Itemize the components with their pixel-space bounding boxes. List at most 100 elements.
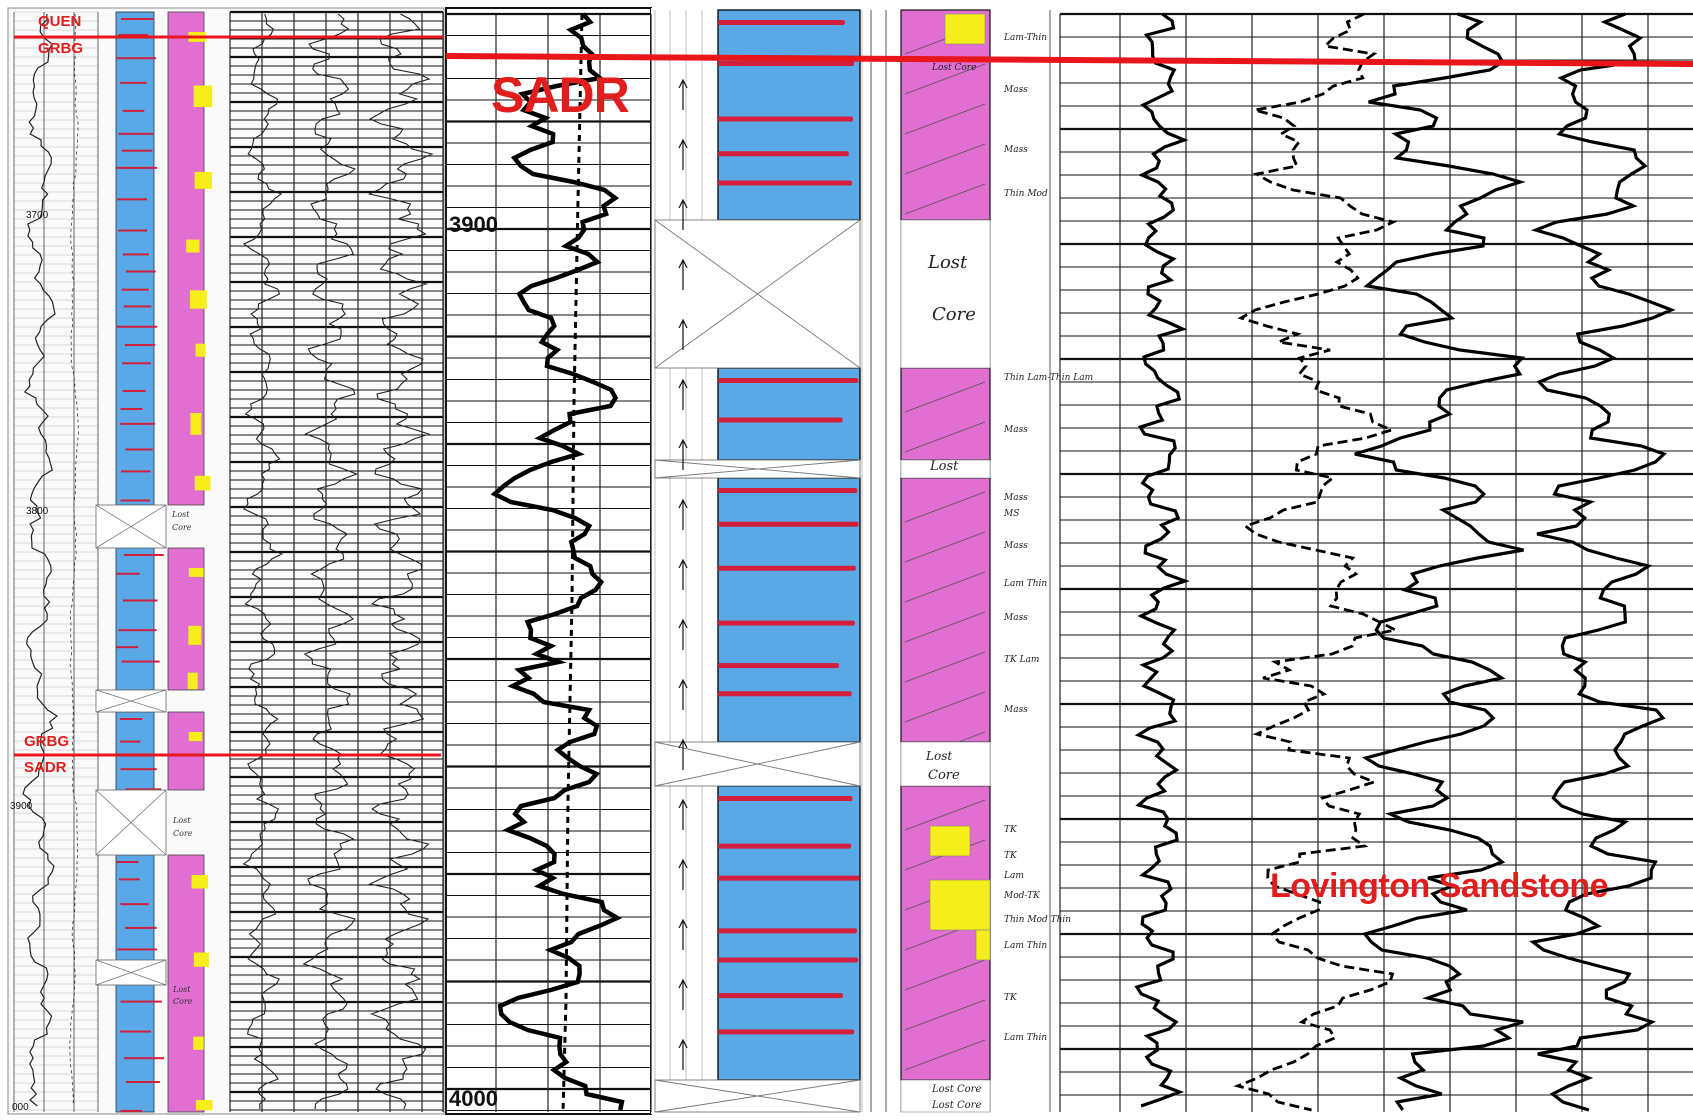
detail-log-curves-panel bbox=[1060, 8, 1693, 1114]
overview-sand-patch bbox=[188, 732, 203, 742]
overview-stylolite-mark bbox=[122, 389, 146, 392]
overview-stylolite-mark bbox=[121, 149, 153, 152]
core-upward-arrow bbox=[678, 798, 688, 830]
overview-stylolite-mark bbox=[120, 422, 156, 425]
core-stylolite-band bbox=[718, 60, 855, 66]
overview-stylolite-mark bbox=[120, 903, 149, 906]
overview-mud-column bbox=[167, 711, 205, 791]
overview-grain-column bbox=[115, 711, 155, 791]
texture-note: Mod-TK bbox=[1003, 891, 1041, 901]
core-annotation: Lost bbox=[925, 749, 952, 763]
core-mud-column bbox=[900, 367, 991, 461]
core-upward-arrow bbox=[678, 1038, 688, 1070]
core-upward-arrow bbox=[678, 258, 688, 290]
texture-note: Mass bbox=[1003, 425, 1028, 435]
overview-gamma-curve bbox=[22, 13, 59, 1107]
overview-sand-patch bbox=[189, 290, 207, 309]
pick-label-sadr-lower: SADR bbox=[24, 759, 67, 776]
log-curve-gamma bbox=[1134, 12, 1190, 1108]
core-dolomite-hatch bbox=[904, 103, 986, 135]
overview-sand-patch bbox=[187, 672, 198, 690]
log-curve-density bbox=[1529, 12, 1676, 1112]
core-upward-arrow bbox=[678, 438, 688, 470]
overview-sand-patch bbox=[193, 952, 209, 967]
overview-stylolite-mark bbox=[118, 34, 149, 37]
overview-stylolite-mark bbox=[116, 57, 157, 60]
core-note-lost-2: Lost bbox=[172, 816, 191, 825]
core-mud-column bbox=[900, 477, 991, 743]
core-upward-arrow bbox=[678, 318, 688, 350]
overview-stylolite-mark bbox=[121, 288, 149, 291]
overview-sand-patch bbox=[195, 343, 206, 357]
core-stylolite-band bbox=[718, 663, 840, 669]
overview-stylolite-mark bbox=[125, 448, 153, 451]
texture-note: MS bbox=[1003, 509, 1019, 519]
unit-label-lovington-sandstone: Lovington Sandstone bbox=[1270, 867, 1608, 905]
overview-stylolite-mark bbox=[116, 325, 158, 328]
core-upward-arrow bbox=[678, 678, 688, 710]
texture-note: Thin Mod Thin bbox=[1004, 915, 1071, 925]
detail-dashed-curve bbox=[561, 13, 584, 1113]
overview-stylolite-mark bbox=[120, 768, 157, 771]
core-lost-mud-box bbox=[900, 219, 991, 369]
core-mud-column bbox=[900, 9, 991, 221]
core-stylolite-band bbox=[718, 378, 859, 383]
core-upward-arrow bbox=[678, 618, 688, 650]
overview-stylolite-mark bbox=[120, 81, 147, 84]
core-upward-arrow bbox=[678, 738, 688, 770]
core-annotation: Lost Core bbox=[931, 1100, 981, 1111]
texture-note: Lam-Thin bbox=[1003, 33, 1047, 43]
texture-note: Lam Thin bbox=[1003, 941, 1047, 951]
core-dolomite-hatch bbox=[904, 143, 986, 175]
overview-stylolite-mark bbox=[125, 788, 162, 791]
core-lost-cross bbox=[654, 741, 861, 787]
overview-stylolite-mark bbox=[117, 948, 157, 951]
core-grain-column bbox=[717, 477, 861, 743]
overview-stylolite-mark bbox=[118, 132, 154, 135]
overview-stylolite-mark bbox=[120, 1109, 143, 1112]
texture-note: Thin Lam-Thin Lam bbox=[1004, 373, 1093, 383]
core-annotation: Lost Core bbox=[931, 63, 976, 73]
core-upward-arrow bbox=[678, 858, 688, 890]
pick-label-grbg-upper: GRBG bbox=[38, 40, 83, 57]
overview-lost-core-cross bbox=[95, 689, 167, 713]
overview-stylolite-mark bbox=[125, 926, 157, 929]
overview-stylolite-mark bbox=[120, 1030, 152, 1033]
overview-mud-column bbox=[167, 854, 205, 1113]
texture-note: TK bbox=[1004, 851, 1018, 861]
core-stylolite-band bbox=[718, 1029, 855, 1035]
overview-stylolite-mark bbox=[116, 166, 158, 169]
overview-stylolite-mark bbox=[119, 878, 140, 881]
core-stylolite-band bbox=[718, 875, 860, 881]
overview-stylolite-mark bbox=[124, 344, 156, 347]
overview-sand-patch bbox=[193, 1036, 204, 1050]
overview-stylolite-mark bbox=[116, 861, 139, 863]
core-note-lost-1: Lost bbox=[171, 510, 190, 519]
overview-stylolite-mark bbox=[120, 740, 141, 743]
overview-stylolite-mark bbox=[123, 305, 152, 308]
depth-label-3700: 3700 bbox=[26, 210, 49, 221]
core-note-lost-3: Lost bbox=[172, 985, 191, 994]
overview-lost-core-cross bbox=[95, 959, 167, 986]
core-stylolite-band bbox=[718, 620, 855, 626]
texture-note: Lam Thin bbox=[1003, 579, 1047, 589]
core-upward-arrow bbox=[678, 918, 688, 950]
core-annotation: Core bbox=[932, 304, 976, 325]
core-lost-cross bbox=[654, 219, 861, 369]
overview-stylolite-mark bbox=[123, 554, 164, 556]
texture-note: Thin Mod bbox=[1004, 189, 1048, 199]
overview-stylolite-mark bbox=[120, 470, 151, 473]
core-dolomite-hatch bbox=[904, 183, 986, 215]
overview-stylolite-mark bbox=[120, 407, 143, 410]
core-dolomite-hatch bbox=[904, 531, 986, 563]
core-stylolite-band bbox=[718, 993, 843, 999]
overview-stylolite-mark bbox=[125, 270, 156, 273]
overview-dashed-curve bbox=[69, 13, 79, 1105]
core-upward-arrow bbox=[678, 978, 688, 1010]
overview-stylolite-mark bbox=[120, 499, 151, 502]
overview-sand-patch bbox=[188, 625, 202, 645]
overview-log-curve-1 bbox=[242, 13, 284, 1109]
overview-stylolite-mark bbox=[122, 109, 145, 112]
core-note-core-3: Core bbox=[173, 997, 193, 1006]
